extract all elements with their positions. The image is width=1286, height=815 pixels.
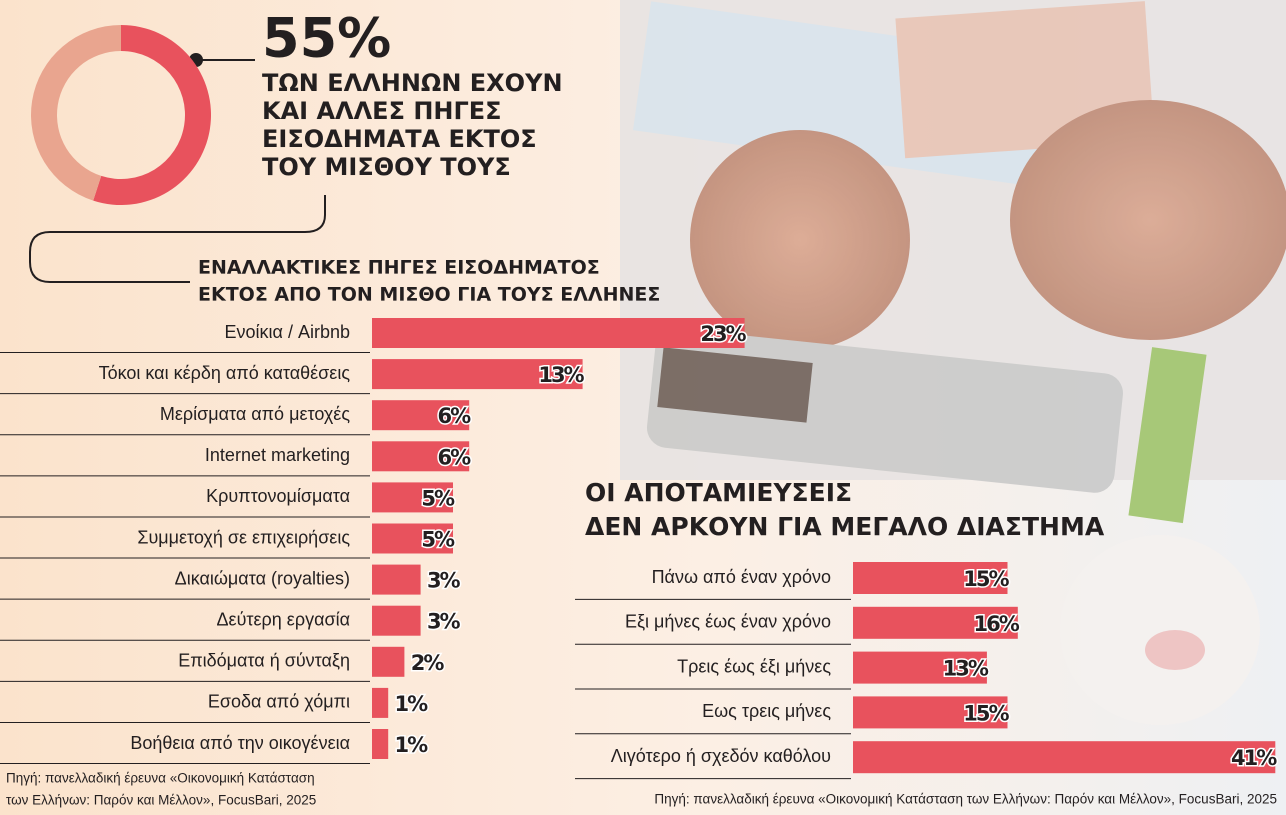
- headline-line: ΤΩΝ ΕΛΛΗΝΩΝ ΕΧΟΥΝ: [262, 69, 563, 97]
- source-note: Πηγή: πανελλαδική έρευνα «Οικονομική Κατ…: [654, 792, 1277, 807]
- category-label: Δικαιώματα (royalties): [175, 568, 350, 588]
- bar: [853, 651, 987, 684]
- bar: [372, 564, 421, 595]
- bar: [372, 523, 453, 554]
- bar: [853, 696, 1008, 729]
- category-label: Εσοδα από χόμπι: [208, 692, 350, 712]
- value-label: 5%: [421, 528, 455, 552]
- bar: [853, 562, 1008, 594]
- category-label: Ενοίκια / Airbnb: [225, 322, 350, 342]
- category-label: Επιδόματα ή σύνταξη: [178, 651, 350, 671]
- value-label: 15%: [963, 701, 1009, 725]
- source-note: Πηγή: πανελλαδική έρευνα «Οικονομική Κατ…: [6, 771, 315, 786]
- value-label: 1%: [395, 733, 429, 757]
- category-label: Κρυπτονομίσματα: [206, 486, 350, 506]
- category-label: Εως τρεις μήνες: [702, 701, 831, 721]
- category-label: Internet marketing: [205, 445, 350, 465]
- category-label: Μερίσματα από μετοχές: [160, 404, 350, 424]
- donut-segment: [93, 25, 211, 205]
- value-label: 15%: [963, 567, 1009, 591]
- bar: [372, 687, 389, 718]
- value-label: 41%: [1231, 746, 1277, 770]
- category-label: Τόκοι και κέρδη από καταθέσεις: [99, 363, 351, 383]
- value-label: 1%: [395, 692, 429, 716]
- bar: [372, 318, 745, 348]
- connector: [29, 195, 326, 283]
- bar: [372, 441, 470, 472]
- category-label: Δεύτερη εργασία: [217, 609, 350, 629]
- value-label: 13%: [538, 363, 584, 387]
- headline: 55%: [262, 7, 391, 70]
- value-label: 23%: [700, 322, 746, 346]
- photo: [620, 0, 1286, 725]
- donut-segment: [30, 25, 122, 201]
- bar: [372, 482, 453, 513]
- headline-line: ΚΑΙ ΑΛΛΕΣ ΠΗΓΕΣ: [262, 97, 502, 125]
- value-label: 16%: [974, 612, 1020, 636]
- bar: [372, 359, 583, 390]
- category-label: Λιγότερο ή σχεδόν καθόλου: [611, 746, 831, 766]
- value-label: 6%: [438, 445, 472, 469]
- chart-title: ΕΝΑΛΛΑΚΤΙΚΕΣ ΠΗΓΕΣ ΕΙΣΟΔΗΜΑΤΟΣ: [198, 257, 600, 279]
- category-label: Βοήθεια από την οικογένεια: [130, 733, 350, 753]
- chart-title: ΟΙ ΑΠΟΤΑΜΙΕΥΣΕΙΣ: [585, 478, 852, 507]
- chart-title: ΕΚΤΟΣ ΑΠΟ ΤΟΝ ΜΙΣΘΟ ΓΙΑ ΤΟΥΣ ΕΛΛΗΝΕΣ: [198, 284, 660, 306]
- headline-line: ΕΙΣΟΔΗΜΑΤΑ ΕΚΤΟΣ: [262, 125, 537, 153]
- bar: [853, 606, 1018, 639]
- value-label: 3%: [427, 569, 461, 593]
- bar: [853, 741, 1276, 774]
- bar: [372, 646, 405, 677]
- value-label: 13%: [943, 657, 989, 681]
- value-label: 3%: [427, 610, 461, 634]
- chart-title: ΔΕΝ ΑΡΚΟΥΝ ΓΙΑ ΜΕΓΑΛΟ ΔΙΑΣΤΗΜΑ: [585, 512, 1105, 541]
- bar: [372, 729, 389, 759]
- headline-line: ΤΟΥ ΜΙΣΘΟΥ ΤΟΥΣ: [262, 153, 511, 181]
- category-label: Τρεις έως έξι μήνες: [677, 656, 831, 676]
- value-label: 5%: [421, 486, 455, 510]
- category-label: Πάνω από έναν χρόνο: [652, 567, 831, 587]
- category-label: Συμμετοχή σε επιχειρήσεις: [137, 527, 350, 547]
- category-label: Εξι μήνες έως έναν χρόνο: [625, 612, 831, 632]
- value-label: 2%: [411, 651, 445, 675]
- value-label: 6%: [438, 404, 472, 428]
- bar: [372, 605, 421, 636]
- bar: [372, 400, 470, 431]
- source-note: των Ελλήνων: Παρόν και Μέλλον», FocusBar…: [6, 793, 316, 808]
